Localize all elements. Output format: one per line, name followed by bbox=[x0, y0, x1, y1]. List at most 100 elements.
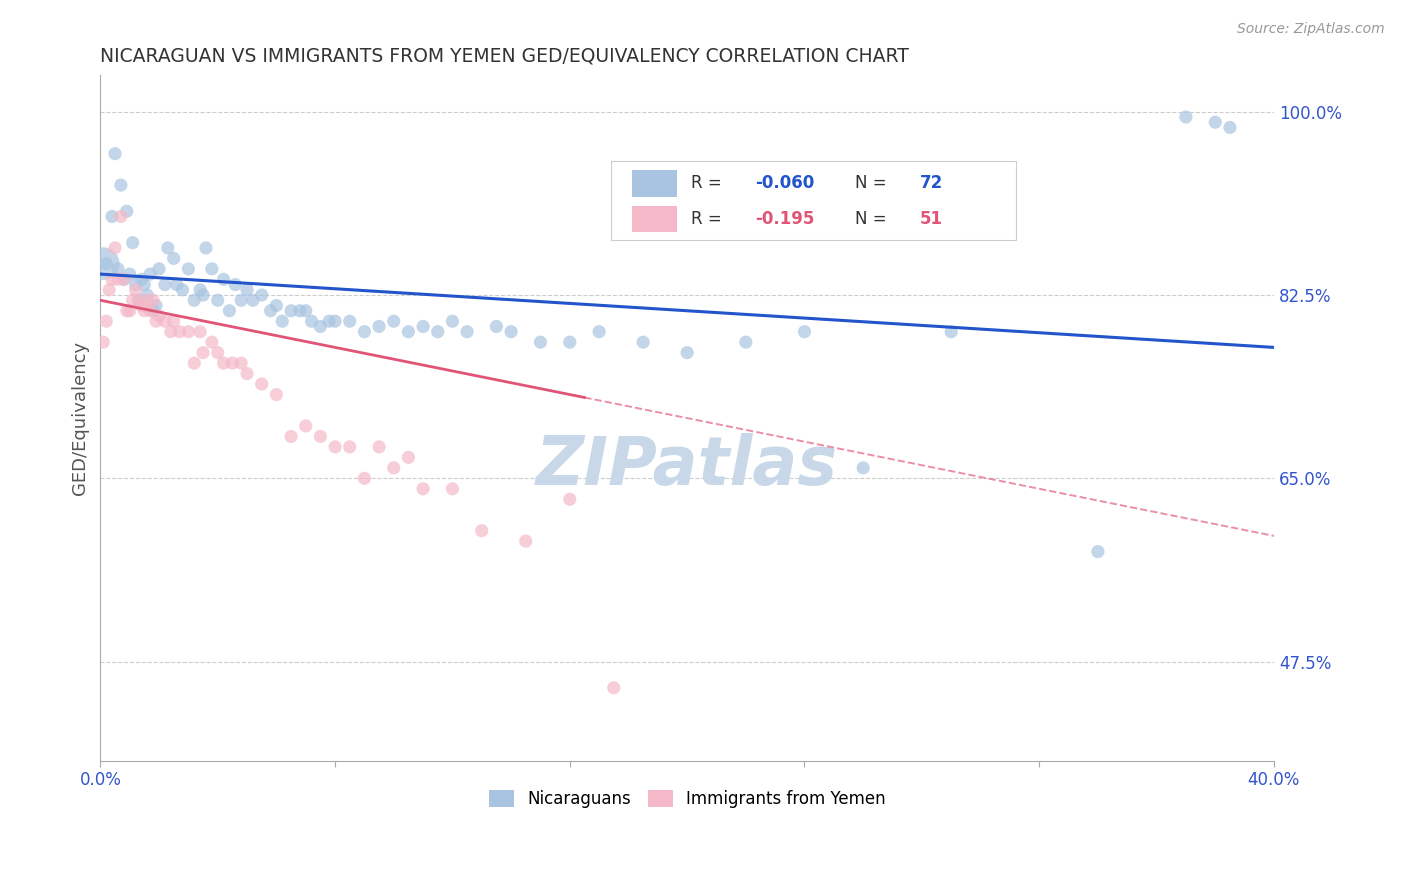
Point bbox=[294, 419, 316, 434]
Point bbox=[96, 314, 118, 328]
Point bbox=[153, 277, 176, 292]
Point bbox=[104, 146, 127, 161]
Point bbox=[134, 303, 156, 318]
Point bbox=[676, 345, 699, 359]
Point bbox=[156, 241, 179, 255]
Point bbox=[177, 325, 200, 339]
Point bbox=[139, 267, 162, 281]
Text: Source: ZipAtlas.com: Source: ZipAtlas.com bbox=[1237, 22, 1385, 37]
Point bbox=[142, 293, 165, 308]
Point bbox=[250, 377, 273, 392]
Bar bbox=[631, 170, 676, 196]
Point bbox=[153, 314, 176, 328]
Point bbox=[941, 325, 963, 339]
Point bbox=[266, 299, 288, 313]
Point bbox=[96, 257, 118, 271]
Legend: Nicaraguans, Immigrants from Yemen: Nicaraguans, Immigrants from Yemen bbox=[482, 783, 893, 814]
Point bbox=[131, 272, 153, 286]
Point bbox=[259, 303, 281, 318]
Point bbox=[339, 314, 361, 328]
Text: R =: R = bbox=[690, 211, 727, 228]
Point bbox=[183, 293, 205, 308]
Text: -0.195: -0.195 bbox=[755, 211, 814, 228]
Point bbox=[166, 277, 188, 292]
Point bbox=[339, 440, 361, 454]
Point bbox=[124, 283, 146, 297]
Point bbox=[1219, 120, 1241, 135]
FancyBboxPatch shape bbox=[610, 161, 1015, 240]
Text: -0.060: -0.060 bbox=[755, 175, 814, 193]
Point bbox=[471, 524, 494, 538]
Point bbox=[110, 210, 132, 224]
Point bbox=[485, 319, 508, 334]
Point bbox=[128, 293, 150, 308]
Point bbox=[183, 356, 205, 370]
Point bbox=[121, 235, 143, 250]
Point bbox=[221, 356, 243, 370]
Point bbox=[1204, 115, 1226, 129]
Point bbox=[91, 335, 114, 350]
Point bbox=[188, 283, 211, 297]
Text: 51: 51 bbox=[920, 211, 942, 228]
Point bbox=[134, 277, 156, 292]
Point bbox=[169, 325, 191, 339]
Point bbox=[603, 681, 626, 695]
Y-axis label: GED/Equivalency: GED/Equivalency bbox=[72, 341, 89, 495]
Point bbox=[558, 335, 581, 350]
Point bbox=[145, 314, 167, 328]
Point bbox=[145, 299, 167, 313]
Point bbox=[91, 257, 114, 271]
Point bbox=[191, 345, 214, 359]
Point bbox=[288, 303, 311, 318]
Point bbox=[323, 440, 346, 454]
Point bbox=[118, 303, 141, 318]
Point bbox=[207, 293, 229, 308]
Point bbox=[104, 241, 127, 255]
Bar bbox=[631, 206, 676, 232]
Point bbox=[112, 272, 135, 286]
Point bbox=[1087, 544, 1109, 558]
Point bbox=[124, 277, 146, 292]
Text: N =: N = bbox=[855, 175, 891, 193]
Point bbox=[136, 293, 159, 308]
Point bbox=[852, 460, 875, 475]
Point bbox=[207, 345, 229, 359]
Point bbox=[412, 319, 434, 334]
Point bbox=[115, 303, 138, 318]
Text: ZIPatlas: ZIPatlas bbox=[536, 434, 838, 500]
Point bbox=[148, 309, 170, 323]
Point bbox=[242, 293, 264, 308]
Point bbox=[231, 356, 253, 370]
Point bbox=[177, 261, 200, 276]
Point bbox=[121, 293, 143, 308]
Point bbox=[301, 314, 323, 328]
Text: N =: N = bbox=[855, 211, 891, 228]
Point bbox=[110, 178, 132, 192]
Point bbox=[734, 335, 756, 350]
Point bbox=[294, 303, 316, 318]
Point bbox=[1174, 110, 1197, 124]
Point bbox=[131, 299, 153, 313]
Point bbox=[194, 241, 217, 255]
Point bbox=[323, 314, 346, 328]
Point bbox=[280, 303, 302, 318]
Point bbox=[191, 288, 214, 302]
Point bbox=[382, 314, 405, 328]
Point bbox=[271, 314, 294, 328]
Point bbox=[101, 210, 124, 224]
Point bbox=[236, 283, 259, 297]
Point bbox=[115, 204, 138, 219]
Point bbox=[382, 460, 405, 475]
Point bbox=[309, 319, 332, 334]
Point bbox=[266, 387, 288, 401]
Point bbox=[558, 492, 581, 507]
Point bbox=[412, 482, 434, 496]
Point bbox=[515, 534, 537, 549]
Point bbox=[793, 325, 815, 339]
Point bbox=[396, 325, 419, 339]
Point bbox=[236, 367, 259, 381]
Point bbox=[441, 314, 464, 328]
Point bbox=[201, 261, 224, 276]
Point bbox=[631, 335, 654, 350]
Point bbox=[112, 272, 135, 286]
